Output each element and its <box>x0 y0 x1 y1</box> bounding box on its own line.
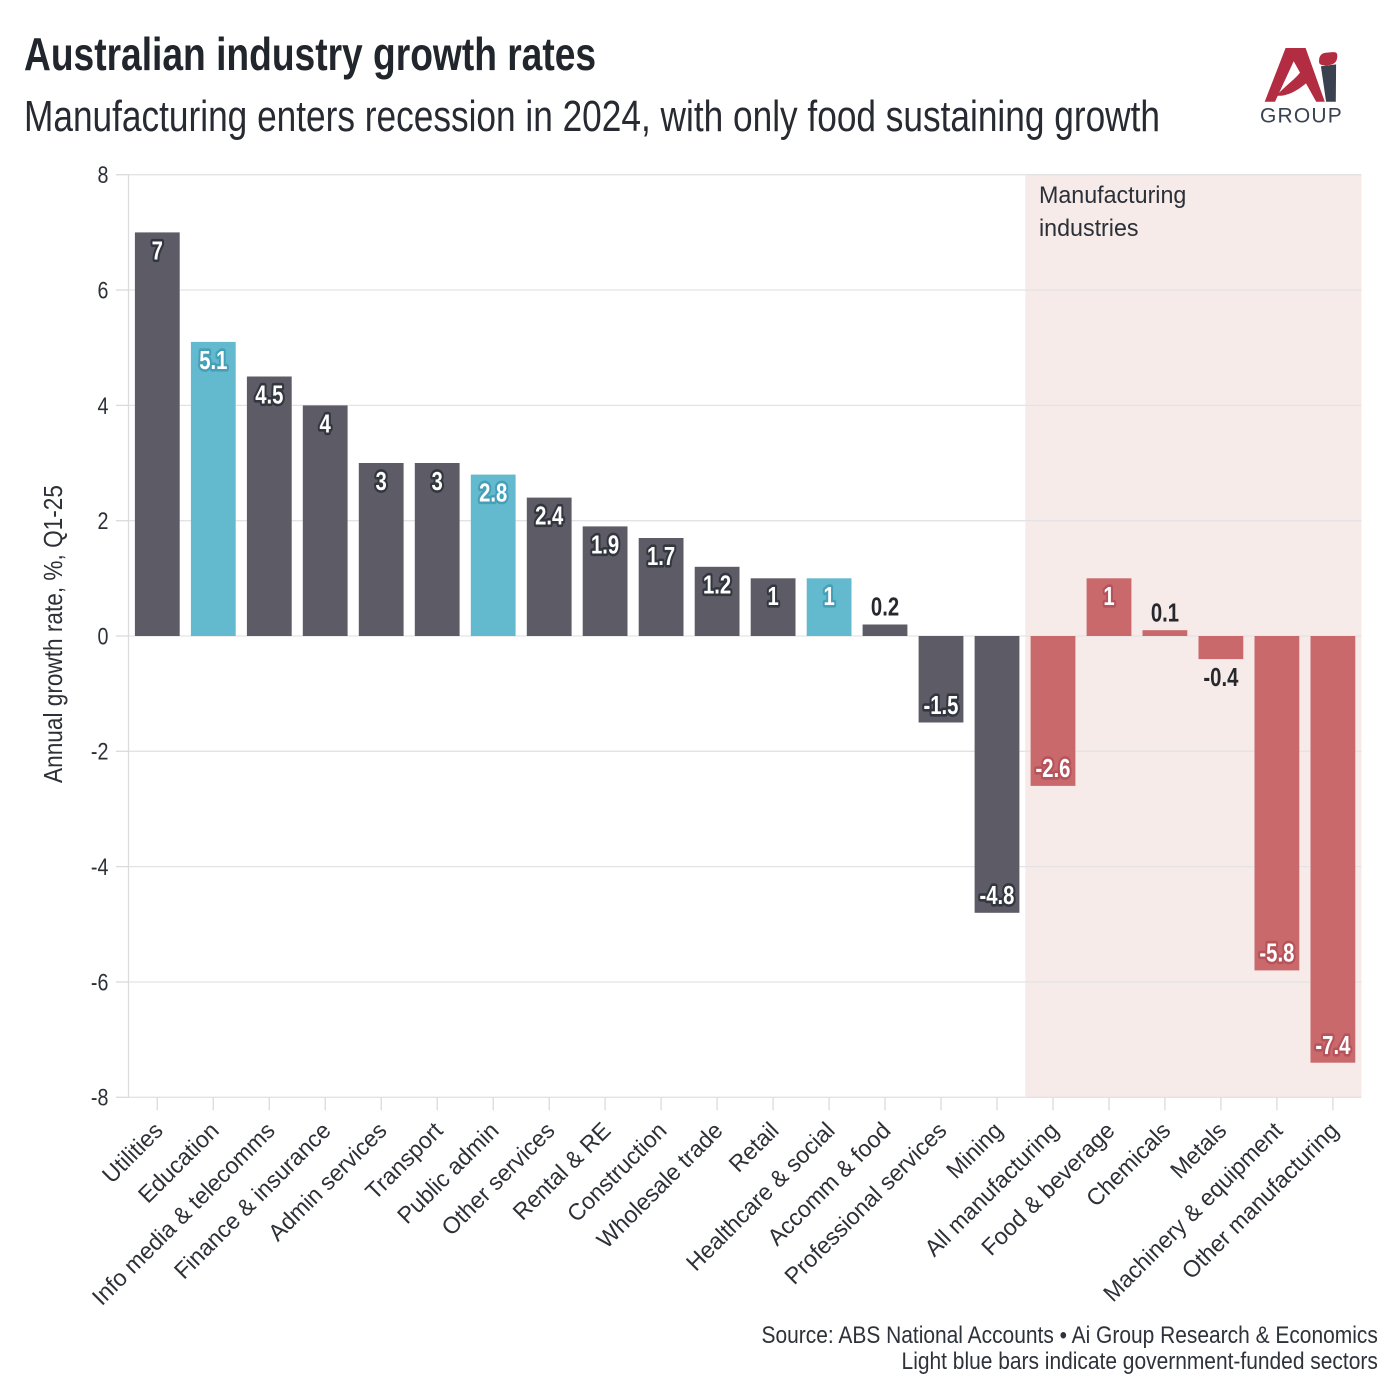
svg-text:5.1: 5.1 <box>199 345 227 374</box>
svg-text:-4.8: -4.8 <box>980 881 1015 910</box>
svg-text:0: 0 <box>97 623 108 650</box>
svg-text:-8: -8 <box>91 1084 109 1111</box>
svg-text:1: 1 <box>767 582 778 611</box>
svg-text:3: 3 <box>432 466 443 495</box>
svg-text:4.5: 4.5 <box>255 380 283 409</box>
svg-text:-0.4: -0.4 <box>1203 663 1238 692</box>
svg-text:1: 1 <box>823 582 834 611</box>
svg-text:8: 8 <box>97 161 108 188</box>
svg-text:-4: -4 <box>91 853 109 880</box>
svg-text:Annual growth rate, %, Q1-25: Annual growth rate, %, Q1-25 <box>40 485 69 783</box>
svg-text:2.4: 2.4 <box>535 501 563 530</box>
svg-text:1.9: 1.9 <box>591 530 619 559</box>
svg-text:1.2: 1.2 <box>703 570 731 599</box>
svg-text:-2: -2 <box>91 738 109 765</box>
svg-text:4: 4 <box>97 392 108 419</box>
svg-text:1.7: 1.7 <box>647 541 675 570</box>
svg-text:7: 7 <box>152 236 163 265</box>
svg-text:-1.5: -1.5 <box>924 690 959 719</box>
svg-text:0.2: 0.2 <box>871 592 899 621</box>
svg-text:-7.4: -7.4 <box>1315 1031 1350 1060</box>
svg-text:4: 4 <box>320 409 331 438</box>
svg-text:6: 6 <box>97 277 108 304</box>
svg-text:3: 3 <box>376 466 387 495</box>
svg-text:0.1: 0.1 <box>1151 598 1179 627</box>
svg-text:-6: -6 <box>91 969 109 996</box>
svg-text:2.8: 2.8 <box>479 478 507 507</box>
svg-text:-5.8: -5.8 <box>1259 938 1294 967</box>
svg-text:-2.6: -2.6 <box>1036 754 1071 783</box>
svg-text:1: 1 <box>1103 582 1114 611</box>
svg-text:2: 2 <box>97 507 108 534</box>
svg-text:GROUP: GROUP <box>1260 105 1343 128</box>
